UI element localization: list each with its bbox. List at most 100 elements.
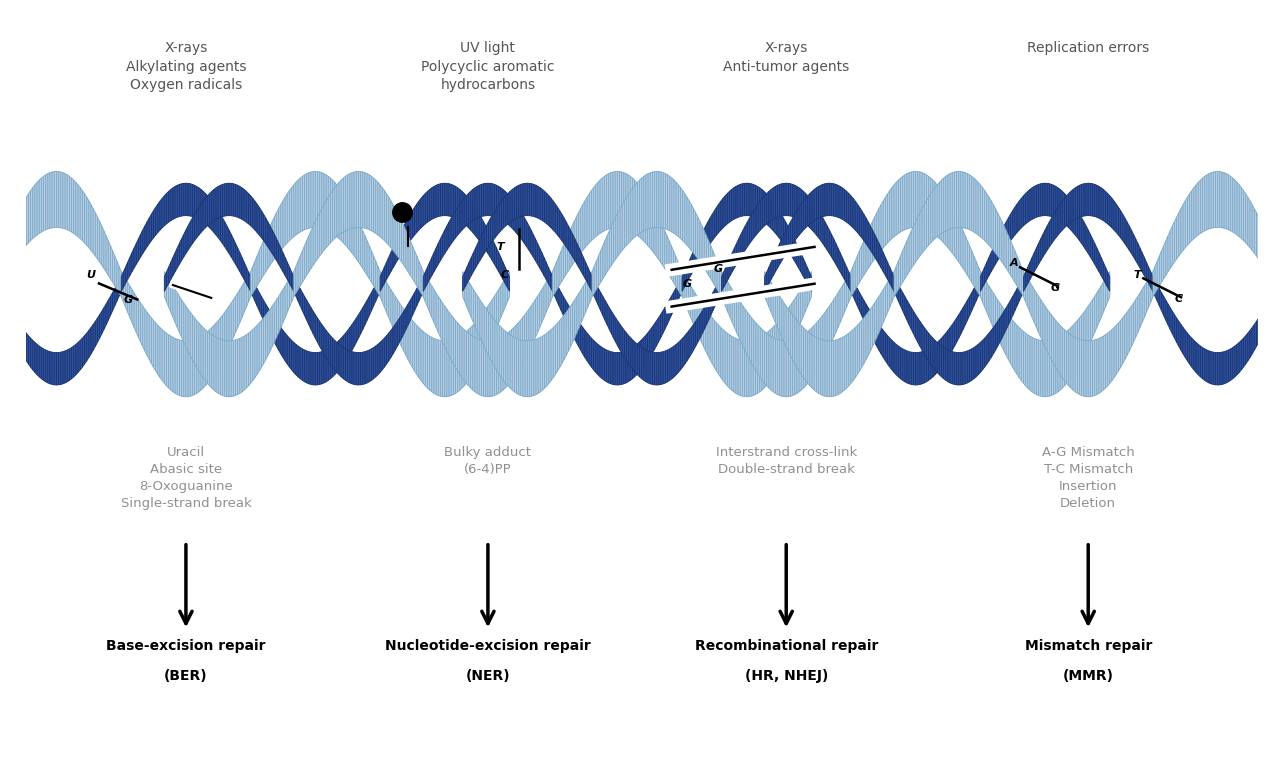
Polygon shape — [335, 183, 336, 237]
Polygon shape — [579, 248, 582, 272]
Polygon shape — [808, 193, 810, 225]
Polygon shape — [659, 314, 660, 342]
Polygon shape — [234, 184, 235, 216]
Polygon shape — [559, 288, 561, 311]
Polygon shape — [960, 352, 963, 385]
Polygon shape — [995, 239, 998, 265]
Polygon shape — [547, 331, 550, 386]
Polygon shape — [22, 328, 24, 357]
Polygon shape — [877, 296, 880, 337]
Polygon shape — [664, 173, 665, 229]
Polygon shape — [754, 207, 756, 238]
Polygon shape — [119, 266, 121, 297]
Polygon shape — [1000, 314, 1002, 342]
Polygon shape — [544, 282, 546, 318]
Polygon shape — [295, 281, 298, 301]
Polygon shape — [656, 212, 659, 259]
Polygon shape — [475, 321, 478, 371]
Polygon shape — [175, 248, 177, 272]
Polygon shape — [874, 235, 877, 261]
Polygon shape — [849, 193, 851, 225]
Polygon shape — [462, 272, 465, 291]
Polygon shape — [67, 175, 69, 231]
Polygon shape — [37, 180, 40, 235]
Polygon shape — [326, 349, 329, 382]
Polygon shape — [1093, 184, 1095, 216]
Polygon shape — [19, 205, 22, 253]
Polygon shape — [466, 196, 469, 228]
Polygon shape — [675, 285, 678, 306]
Polygon shape — [907, 300, 909, 325]
Polygon shape — [833, 184, 836, 216]
Polygon shape — [989, 197, 991, 248]
Polygon shape — [786, 183, 788, 216]
Polygon shape — [987, 333, 989, 364]
Polygon shape — [550, 196, 551, 228]
Polygon shape — [1211, 172, 1213, 229]
Polygon shape — [342, 346, 343, 379]
Polygon shape — [684, 275, 687, 307]
Polygon shape — [268, 308, 270, 334]
Polygon shape — [987, 194, 989, 245]
Polygon shape — [734, 186, 736, 219]
Polygon shape — [552, 277, 555, 296]
Polygon shape — [982, 338, 985, 370]
Polygon shape — [465, 267, 467, 288]
Polygon shape — [886, 194, 887, 245]
Polygon shape — [892, 272, 894, 291]
Polygon shape — [570, 308, 573, 334]
Polygon shape — [1097, 248, 1099, 272]
Polygon shape — [582, 252, 583, 275]
Polygon shape — [542, 189, 544, 222]
Polygon shape — [937, 341, 940, 373]
Polygon shape — [700, 300, 701, 342]
Polygon shape — [913, 311, 915, 338]
Polygon shape — [1017, 325, 1019, 377]
Polygon shape — [577, 212, 579, 259]
Polygon shape — [1138, 243, 1140, 268]
Polygon shape — [203, 333, 205, 388]
Polygon shape — [836, 243, 838, 268]
Text: T: T — [497, 242, 503, 252]
Polygon shape — [253, 261, 256, 293]
Polygon shape — [1144, 282, 1147, 318]
Polygon shape — [1061, 335, 1062, 390]
Polygon shape — [769, 262, 772, 284]
Polygon shape — [620, 324, 623, 354]
Polygon shape — [469, 333, 471, 388]
Polygon shape — [892, 185, 894, 239]
Polygon shape — [629, 336, 630, 367]
Polygon shape — [148, 218, 149, 247]
Polygon shape — [127, 282, 130, 318]
Polygon shape — [836, 293, 838, 333]
Polygon shape — [710, 214, 713, 244]
Polygon shape — [1007, 231, 1008, 272]
Polygon shape — [1210, 351, 1211, 384]
Polygon shape — [832, 341, 833, 397]
Polygon shape — [322, 351, 324, 384]
Polygon shape — [907, 351, 909, 384]
Polygon shape — [1211, 351, 1213, 384]
Polygon shape — [577, 318, 579, 347]
Polygon shape — [484, 306, 487, 351]
Polygon shape — [1127, 222, 1129, 250]
Polygon shape — [836, 339, 838, 396]
Text: X-rays
Alkylating agents
Oxygen radicals: X-rays Alkylating agents Oxygen radicals — [126, 41, 247, 92]
Polygon shape — [1099, 186, 1102, 219]
Polygon shape — [526, 222, 529, 250]
Polygon shape — [659, 172, 661, 228]
Polygon shape — [184, 183, 186, 216]
Polygon shape — [745, 222, 747, 250]
Polygon shape — [559, 251, 561, 286]
Polygon shape — [1027, 278, 1030, 312]
Polygon shape — [184, 230, 186, 257]
Polygon shape — [596, 256, 598, 289]
Polygon shape — [482, 218, 484, 247]
Polygon shape — [1077, 338, 1080, 394]
Polygon shape — [643, 336, 646, 367]
Polygon shape — [235, 339, 238, 396]
Polygon shape — [1251, 328, 1252, 357]
Polygon shape — [819, 338, 820, 394]
Polygon shape — [253, 199, 256, 230]
Polygon shape — [976, 180, 978, 235]
